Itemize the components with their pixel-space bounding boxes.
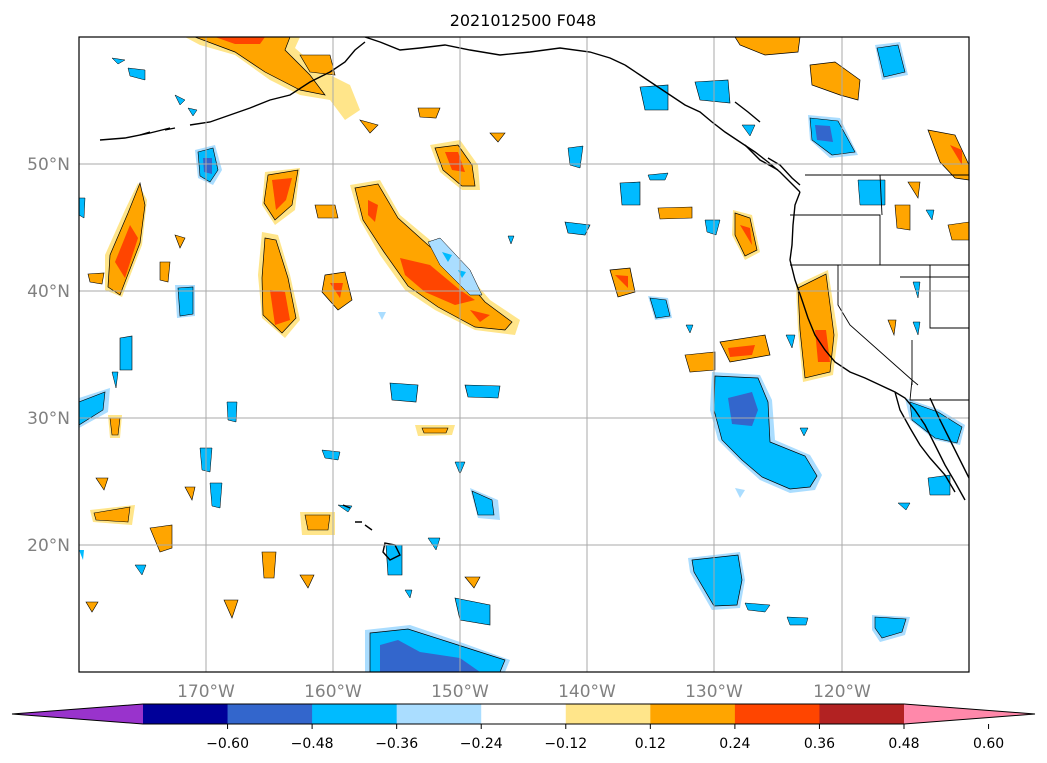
- colorbar: −0.60 −0.48 −0.36 −0.24 −0.12 0.12 0.24 0.36 0.4…: [11, 703, 1036, 752]
- colorbar-tick-label: −0.36: [375, 736, 418, 752]
- map-plot-area: [79, 37, 969, 672]
- colorbar-segment: [143, 704, 229, 724]
- colorbar-segment: [227, 704, 313, 724]
- lon-label-120w: 120°W: [813, 682, 871, 702]
- lon-label-170w: 170°W: [177, 682, 235, 702]
- colorbar-extend-low: [12, 704, 143, 724]
- colorbar-tick-label: −0.48: [291, 736, 334, 752]
- graticule: [79, 37, 969, 672]
- colorbar-segment: [312, 704, 398, 724]
- lon-label-150w: 150°W: [431, 682, 489, 702]
- lat-label-20n: 20°N: [27, 536, 70, 556]
- colorbar-tick-label: −0.24: [460, 736, 503, 752]
- map-title: 2021012500 F048: [450, 11, 597, 30]
- colorbar-segment: [565, 704, 651, 724]
- colorbar-tick-label: −0.12: [544, 736, 587, 752]
- lon-label-130w: 130°W: [685, 682, 743, 702]
- lon-label-160w: 160°W: [304, 682, 362, 702]
- colorbar-tick-label: 0.48: [888, 736, 919, 752]
- colorbar-tick-label: 0.60: [973, 736, 1004, 752]
- colorbar-tick-label: 0.24: [719, 736, 750, 752]
- colorbar-segment: [650, 704, 736, 724]
- state-borders: [790, 174, 969, 401]
- longitude-labels: 170°W 160°W 150°W 140°W 130°W 120°W: [177, 682, 871, 702]
- colorbar-tick-label: −0.60: [206, 736, 249, 752]
- colorbar-segment: [734, 704, 820, 724]
- plot-frame: [78, 36, 970, 673]
- colorbar-segment: [481, 704, 567, 724]
- lat-label-30n: 30°N: [27, 409, 70, 429]
- coastlines: [99, 37, 969, 561]
- colorbar-segment: [396, 704, 482, 724]
- lon-label-140w: 140°W: [558, 682, 616, 702]
- colorbar-tick-label: 0.36: [804, 736, 835, 752]
- colorbar-extend-high: [904, 704, 1035, 724]
- negative-anomaly-contours: [79, 42, 965, 672]
- colorbar-segment: [819, 704, 905, 724]
- colorbar-outline: [11, 703, 1036, 725]
- latitude-labels: 50°N 40°N 30°N 20°N: [27, 155, 70, 556]
- colorbar-tick-label: 0.12: [635, 736, 666, 752]
- lat-label-50n: 50°N: [27, 155, 70, 175]
- lat-label-40n: 40°N: [27, 282, 70, 302]
